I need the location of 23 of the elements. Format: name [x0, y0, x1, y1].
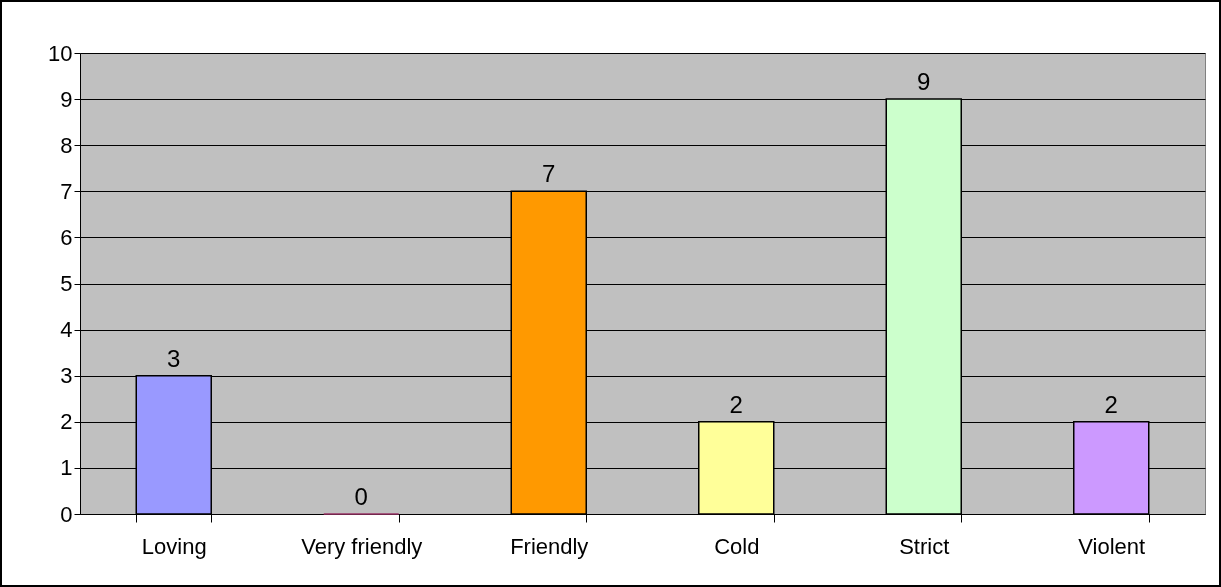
data-label: 7 [542, 160, 556, 188]
x-tick-label: Violent [1078, 533, 1146, 559]
x-tick-label: Very friendly [301, 533, 423, 559]
data-label: 2 [729, 390, 743, 418]
x-tick-label: Loving [141, 533, 207, 559]
y-tick-label: 4 [60, 317, 73, 343]
y-tick-label: 8 [60, 132, 73, 158]
x-tick-label: Cold [714, 533, 760, 559]
data-label: 9 [917, 68, 931, 96]
x-tick-label: Strict [899, 533, 950, 559]
y-tick-label: 0 [60, 501, 73, 527]
y-tick-label: 10 [48, 40, 73, 66]
y-tick-label: 1 [60, 455, 73, 481]
y-tick-label: 3 [60, 363, 73, 389]
y-tick-label: 6 [60, 224, 73, 250]
y-tick-label: 9 [60, 86, 73, 112]
x-tick-label: Friendly [510, 533, 589, 559]
data-label: 0 [354, 483, 368, 510]
y-tick-label: 5 [60, 271, 73, 296]
y-tick-label: 2 [60, 409, 73, 435]
data-label: 3 [167, 344, 181, 372]
data-label: 2 [1104, 390, 1118, 418]
y-tick-label: 7 [60, 178, 73, 204]
